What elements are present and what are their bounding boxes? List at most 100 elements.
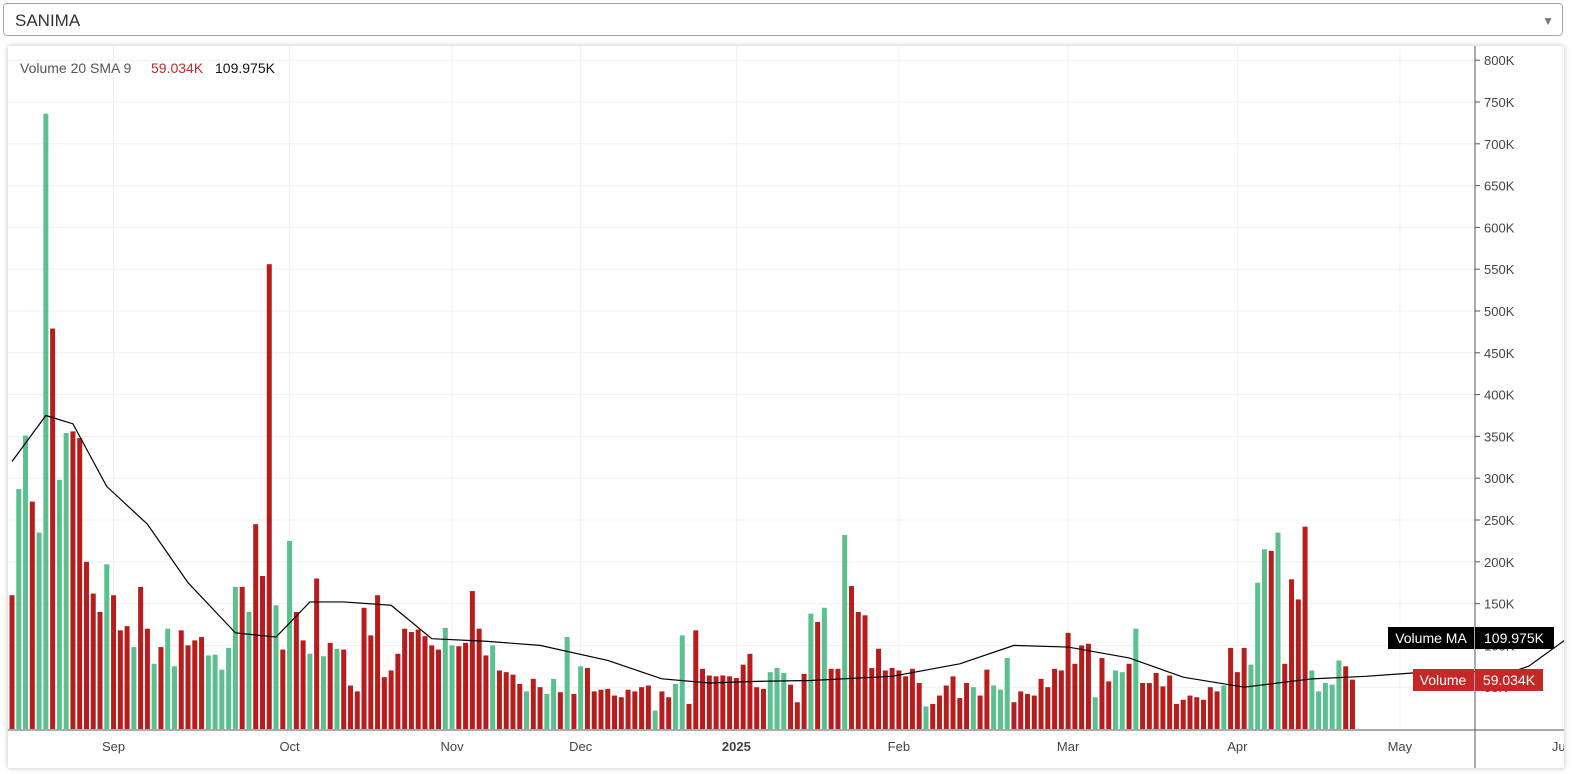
x-tick-label: Apr — [1227, 739, 1248, 754]
ma-badge-label: Volume MA — [1395, 630, 1467, 646]
volume-bar — [618, 697, 624, 729]
x-tick-label: Oct — [279, 739, 300, 754]
volume-bar — [1302, 526, 1308, 729]
volume-bar — [760, 688, 766, 729]
volume-bar — [781, 672, 787, 729]
y-tick-label: 400K — [1484, 388, 1515, 403]
y-tick-label: 300K — [1484, 471, 1515, 486]
volume-bar — [1309, 670, 1315, 729]
y-tick-label: 350K — [1484, 429, 1515, 444]
volume-bar — [429, 645, 435, 729]
volume-bar — [348, 685, 353, 729]
volume-bar — [395, 653, 401, 729]
volume-bar — [652, 710, 658, 729]
volume-bar — [936, 695, 942, 729]
volume-bar — [740, 664, 746, 729]
y-tick-label: 150K — [1484, 597, 1515, 612]
volume-bar — [1248, 664, 1254, 729]
chart-panel[interactable]: 800K 750K 700K 650K 600K 550K 500K 450K 400K 350K… — [8, 46, 1573, 768]
volume-bar — [246, 611, 252, 729]
symbol-select[interactable]: SANIMA ▼ — [3, 3, 1563, 36]
volume-bar — [1268, 550, 1274, 729]
volume-bar — [1160, 686, 1166, 729]
volume-bar — [950, 676, 956, 729]
volume-bar — [923, 706, 929, 729]
volume-bar — [83, 561, 89, 729]
volume-bar — [862, 615, 868, 729]
volume-chart[interactable]: 800K 750K 700K 650K 600K 550K 500K 450K 400K 350K… — [8, 46, 1573, 768]
volume-bar — [1099, 657, 1105, 729]
ma-line-group — [11, 414, 1573, 688]
volume-bar — [686, 703, 692, 729]
ma-badge-value: 109.975K — [1484, 630, 1545, 646]
volume-bar — [56, 479, 62, 729]
volume-bar — [77, 438, 83, 729]
volume-bar — [1275, 532, 1281, 729]
volume-bar — [557, 692, 563, 729]
volume-badge-value: 59.034K — [1483, 672, 1536, 688]
volume-bar — [266, 264, 272, 729]
volume-bar — [29, 501, 35, 729]
volume-bar — [537, 687, 543, 729]
x-tick-label: Sep — [102, 739, 125, 754]
volume-bar — [463, 642, 469, 729]
legend-volume-value: 59.034K — [151, 60, 204, 76]
y-tick-label: 550K — [1484, 262, 1515, 277]
volume-bar — [733, 678, 739, 729]
volume-bar — [456, 646, 462, 729]
volume-bar — [300, 640, 306, 729]
y-tick-label: 750K — [1484, 95, 1515, 110]
volume-bar — [510, 674, 516, 729]
volume-bar — [341, 649, 347, 729]
volume-bar — [1234, 672, 1240, 729]
volume-bar — [632, 691, 638, 729]
volume-bar — [889, 667, 895, 729]
volume-bar — [693, 630, 699, 729]
volume-bar — [1146, 683, 1152, 729]
volume-bar — [984, 669, 990, 729]
volume-bar — [916, 683, 922, 729]
volume-bar — [1316, 691, 1322, 729]
volume-bar — [876, 648, 882, 729]
volume-bar — [584, 667, 590, 729]
volume-bar — [571, 693, 577, 729]
volume-bar — [503, 672, 509, 729]
y-tick-label: 650K — [1484, 179, 1515, 194]
x-axis: SepOctNovDec2025FebMarAprMayJunJul — [8, 729, 1573, 754]
volume-bar — [794, 702, 800, 729]
volume-badge-label: Volume — [1420, 672, 1467, 688]
volume-bar — [144, 628, 150, 729]
volume-bar — [612, 695, 618, 729]
volume-bar — [903, 676, 909, 729]
volume-bar — [909, 668, 915, 729]
volume-bar — [706, 675, 712, 729]
volume-bar — [1173, 703, 1179, 729]
chart-legend: Volume 20 SMA 9 59.034K 109.975K — [20, 60, 276, 76]
volume-bar — [334, 648, 340, 729]
volume-bar — [415, 629, 421, 729]
volume-bar — [23, 435, 29, 729]
volume-bar — [158, 647, 164, 729]
volume-bar — [205, 655, 211, 729]
volume-bar — [368, 635, 374, 729]
volume-bar — [1058, 670, 1064, 729]
volume-bar — [578, 666, 584, 729]
volume-bar — [70, 431, 76, 729]
volume-bar — [1282, 663, 1288, 729]
volume-bar — [774, 667, 780, 729]
volume-bar — [63, 433, 69, 729]
volume-bar — [381, 677, 387, 729]
volume-bar — [483, 655, 489, 729]
x-tick-label: Nov — [440, 739, 464, 754]
volume-bar — [672, 683, 678, 729]
chevron-down-icon[interactable]: ▼ — [1542, 14, 1554, 28]
volume-bar — [1180, 699, 1186, 729]
volume-bar — [1106, 681, 1112, 729]
volume-bar — [517, 683, 523, 729]
x-tick-label: Jun — [1552, 739, 1564, 754]
volume-bar — [808, 613, 814, 729]
volume-bar — [354, 691, 360, 729]
volume-bar — [1228, 647, 1234, 729]
volume-bar — [1052, 668, 1058, 729]
volume-bar — [1133, 628, 1139, 729]
